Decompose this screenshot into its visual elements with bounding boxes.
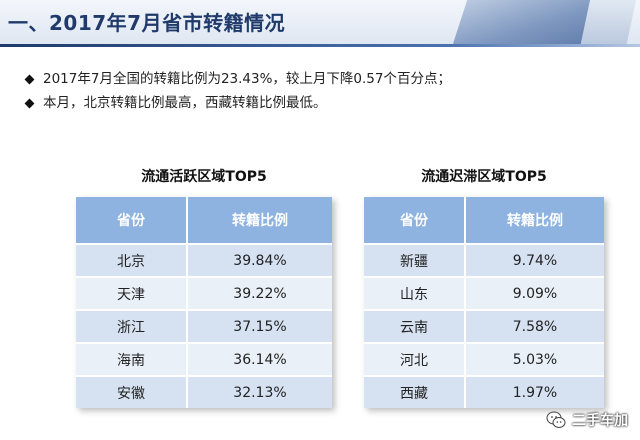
ratio-cell: 9.09% xyxy=(464,276,604,310)
ratio-cell: 39.22% xyxy=(186,276,332,310)
ratio-cell: 5.03% xyxy=(464,342,604,376)
active-regions-table: 省份 转籍比例 北京 39.84% 天津 39.22% 浙江 37.15% 海南… xyxy=(76,197,332,408)
header-divider xyxy=(0,44,640,47)
wechat-icon xyxy=(546,411,566,428)
table-header-row: 省份 转籍比例 xyxy=(364,197,604,244)
province-cell: 新疆 xyxy=(364,243,465,277)
bullet-text: 2017年7月全国的转籍比例为23.43%，较上月下降0.57个百分点； xyxy=(43,71,451,87)
diamond-bullet-icon xyxy=(24,74,35,84)
table-row: 海南 36.14% xyxy=(76,342,332,376)
bullet-list: 2017年7月全国的转籍比例为23.43%，较上月下降0.57个百分点； 本月，… xyxy=(24,67,451,115)
diamond-bullet-icon xyxy=(24,98,35,108)
province-cell: 浙江 xyxy=(76,309,187,343)
table-row: 浙江 37.15% xyxy=(76,309,332,343)
province-cell: 云南 xyxy=(364,309,465,343)
ratio-cell: 9.74% xyxy=(464,243,604,277)
column-header-province: 省份 xyxy=(76,197,187,244)
column-header-ratio: 转籍比例 xyxy=(186,197,332,244)
page-title: 一、2017年7月省市转籍情况 xyxy=(8,11,286,35)
column-header-province: 省份 xyxy=(364,197,465,244)
province-cell: 天津 xyxy=(76,276,187,310)
table-row: 西藏 1.97% xyxy=(364,375,604,408)
stagnant-regions-table: 省份 转籍比例 新疆 9.74% 山东 9.09% 云南 7.58% 河北 5.… xyxy=(364,197,604,408)
table-row: 山东 9.09% xyxy=(364,276,604,310)
table-row: 云南 7.58% xyxy=(364,309,604,343)
header-banner: 一、2017年7月省市转籍情况 xyxy=(0,0,640,44)
stagnant-table-title: 流通迟滞区域TOP5 xyxy=(421,169,547,185)
province-cell: 北京 xyxy=(76,243,187,277)
province-cell: 山东 xyxy=(364,276,465,310)
province-cell: 海南 xyxy=(76,342,187,376)
province-cell: 安徽 xyxy=(76,375,187,408)
watermark-text: 二手车加 xyxy=(572,413,628,429)
ratio-cell: 7.58% xyxy=(464,309,604,343)
active-table-title: 流通活跃区域TOP5 xyxy=(141,169,267,185)
table-row: 天津 39.22% xyxy=(76,276,332,310)
province-cell: 西藏 xyxy=(364,375,465,408)
table-row: 新疆 9.74% xyxy=(364,243,604,277)
table-row: 安徽 32.13% xyxy=(76,375,332,408)
province-cell: 河北 xyxy=(364,342,465,376)
ratio-cell: 39.84% xyxy=(186,243,332,277)
bullet-item: 2017年7月全国的转籍比例为23.43%，较上月下降0.57个百分点； xyxy=(24,67,451,91)
bullet-item: 本月，北京转籍比例最高，西藏转籍比例最低。 xyxy=(24,91,451,115)
ratio-cell: 36.14% xyxy=(186,342,332,376)
table-row: 河北 5.03% xyxy=(364,342,604,376)
column-header-ratio: 转籍比例 xyxy=(464,197,604,244)
header-decoration-secondary xyxy=(580,0,638,44)
table-row: 北京 39.84% xyxy=(76,243,332,277)
ratio-cell: 1.97% xyxy=(464,375,604,408)
bullet-text: 本月，北京转籍比例最高，西藏转籍比例最低。 xyxy=(43,95,327,111)
watermark: 二手车加 xyxy=(546,410,628,430)
ratio-cell: 32.13% xyxy=(186,375,332,408)
table-header-row: 省份 转籍比例 xyxy=(76,197,332,244)
ratio-cell: 37.15% xyxy=(186,309,332,343)
